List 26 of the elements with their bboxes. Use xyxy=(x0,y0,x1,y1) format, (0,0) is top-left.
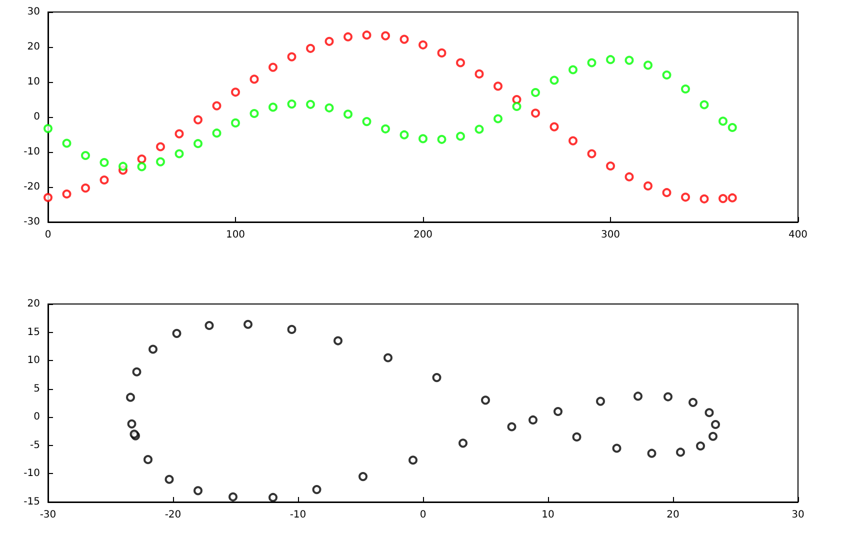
y-tick-label: -5 xyxy=(30,440,40,451)
y-tick-label: 20 xyxy=(27,42,40,52)
y-tick-label: 0 xyxy=(34,412,40,423)
y-tick-label: 10 xyxy=(27,76,40,88)
y-tick-label: 20 xyxy=(27,298,40,310)
y-tick-label: -10 xyxy=(24,468,40,480)
y-tick-label: -30 xyxy=(24,216,40,228)
x-tick-label: 0 xyxy=(44,230,52,240)
x-tick-label: 0 xyxy=(420,510,426,520)
x-tick-label: 400 xyxy=(788,230,808,240)
x-tick-label: 20 xyxy=(666,510,680,520)
x-tick-label: 300 xyxy=(600,230,620,240)
x-tick-label: 10 xyxy=(542,510,554,520)
y-tick-label: -10 xyxy=(24,146,40,158)
y-tick-label: -20 xyxy=(24,182,40,192)
y-tick-label: 15 xyxy=(27,326,40,338)
y-tick-label: 0 xyxy=(34,112,40,122)
x-tick-label: 100 xyxy=(226,230,246,240)
x-tick-label: -20 xyxy=(164,510,182,520)
x-tick-label: 30 xyxy=(792,510,804,520)
y-tick-label: 10 xyxy=(27,355,40,366)
y-tick-label: 5 xyxy=(34,383,40,394)
x-tick-label: 200 xyxy=(413,230,433,240)
x-tick-label: -10 xyxy=(290,510,306,520)
y-tick-label: 30 xyxy=(27,6,40,18)
y-tick-label: -15 xyxy=(24,496,40,508)
